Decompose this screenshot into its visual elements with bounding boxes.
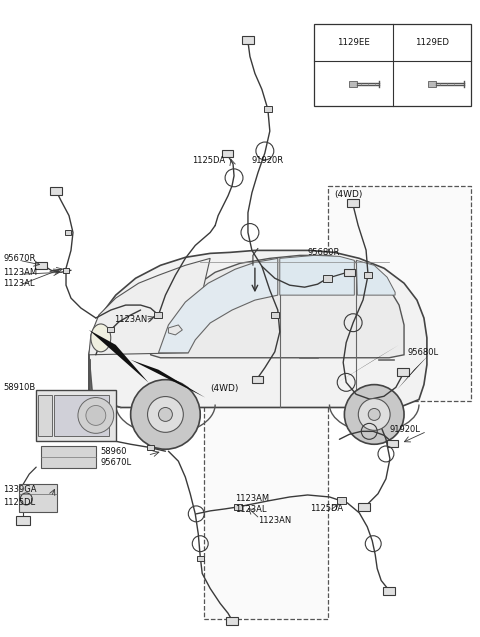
Bar (387, 440, 397, 447)
Bar (54, 394, 109, 436)
Polygon shape (158, 259, 278, 353)
Text: (4WD): (4WD) (334, 190, 362, 199)
Ellipse shape (91, 324, 111, 352)
Circle shape (78, 397, 114, 433)
Bar (383, 587, 395, 596)
Bar (16, 517, 30, 526)
Polygon shape (397, 355, 429, 390)
Text: 1123AN: 1123AN (258, 517, 291, 526)
Text: (4WD): (4WD) (210, 383, 239, 392)
Text: 91920L: 91920L (389, 425, 420, 434)
Polygon shape (280, 255, 354, 295)
Bar (19, 484, 57, 512)
Bar (344, 269, 355, 276)
Polygon shape (131, 360, 205, 397)
Bar (64, 230, 72, 235)
Polygon shape (89, 259, 210, 355)
Circle shape (158, 408, 172, 422)
Circle shape (131, 380, 200, 449)
Bar (147, 445, 154, 450)
Bar (349, 81, 357, 87)
Bar (36, 390, 116, 441)
Bar (314, 24, 471, 106)
Text: 1129EE: 1129EE (337, 38, 370, 47)
Text: 58960: 58960 (101, 447, 127, 455)
Bar (242, 36, 254, 43)
Bar (347, 199, 359, 208)
Text: 91920R: 91920R (252, 157, 284, 166)
Bar (397, 368, 409, 376)
Text: 95670R: 95670R (3, 254, 36, 263)
Text: 95680R: 95680R (308, 248, 340, 257)
Bar (197, 556, 204, 561)
Bar (271, 312, 279, 318)
Bar (226, 617, 238, 625)
Text: 1123AL: 1123AL (235, 505, 266, 515)
Circle shape (358, 399, 390, 431)
Bar (364, 272, 372, 278)
Polygon shape (356, 261, 395, 295)
Text: 1339GA: 1339GA (3, 485, 37, 494)
Bar (264, 106, 272, 112)
Polygon shape (168, 325, 182, 335)
Circle shape (368, 408, 380, 420)
Text: 95670L: 95670L (101, 457, 132, 467)
Bar (252, 376, 264, 383)
Bar (41, 447, 96, 468)
Bar (358, 503, 370, 511)
Bar (155, 312, 162, 318)
Bar (428, 81, 436, 87)
Text: 1125DA: 1125DA (192, 157, 226, 166)
Bar (328, 185, 471, 401)
Text: 1125DA: 1125DA (310, 505, 343, 513)
Bar (35, 262, 47, 269)
Bar (323, 275, 333, 282)
Bar (38, 394, 52, 436)
Bar (234, 504, 242, 510)
Text: 1123AL: 1123AL (3, 279, 35, 288)
Text: 95680L: 95680L (408, 348, 439, 357)
Bar (222, 150, 232, 157)
Text: 1123AN: 1123AN (114, 315, 147, 324)
Polygon shape (337, 345, 399, 383)
Bar (204, 378, 328, 619)
Bar (107, 327, 114, 333)
Polygon shape (89, 250, 427, 408)
Text: 1123AM: 1123AM (235, 494, 269, 503)
Text: 1125DL: 1125DL (3, 498, 36, 508)
Text: 58910B: 58910B (3, 383, 36, 392)
Circle shape (344, 385, 404, 444)
Polygon shape (151, 255, 404, 358)
Bar (50, 187, 62, 195)
Polygon shape (89, 330, 148, 383)
Circle shape (147, 397, 183, 433)
Bar (337, 497, 346, 505)
Text: 1129ED: 1129ED (415, 38, 449, 47)
Bar (62, 268, 70, 273)
Circle shape (86, 406, 106, 426)
Text: 1123AM: 1123AM (3, 268, 37, 276)
